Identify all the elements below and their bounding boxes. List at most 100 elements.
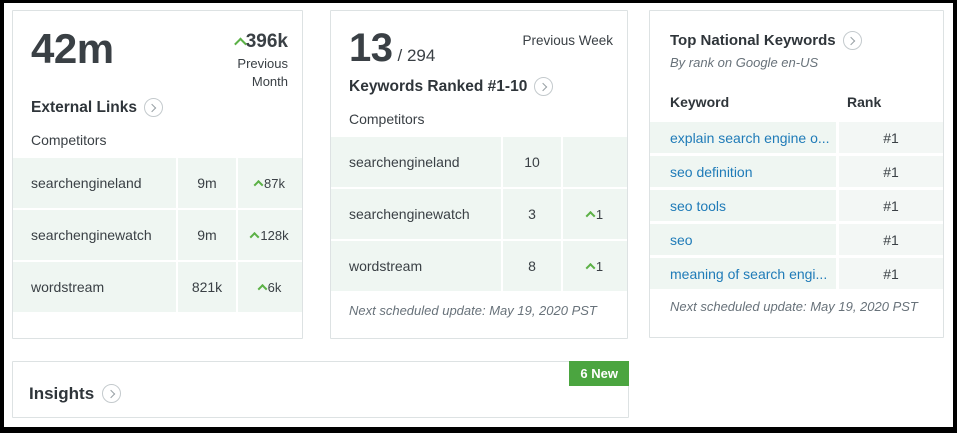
- external-links-delta: 396k Previous Month: [222, 31, 288, 90]
- keywords-ranked-title-row: Keywords Ranked #1-10: [331, 77, 627, 96]
- external-links-title-row: External Links: [13, 98, 302, 118]
- top-keywords-header: Top National Keywords By rank on Google …: [650, 11, 943, 70]
- external-links-value: 42m: [31, 25, 114, 72]
- keyword-cell: seo: [650, 224, 836, 255]
- table-row: searchengineland 9m 87k: [13, 158, 302, 209]
- rank-cell: #1: [839, 122, 943, 153]
- keywords-ranked-card: 13 / 294 Previous Week Keywords Ranked #…: [330, 10, 628, 339]
- keyword-cell: seo definition: [650, 156, 836, 187]
- competitor-name: searchengineland: [331, 137, 501, 187]
- rank-cell: #1: [839, 156, 943, 187]
- competitor-name: wordstream: [331, 241, 501, 291]
- competitor-change: [563, 137, 627, 187]
- chevron-right-circle-icon[interactable]: [534, 77, 554, 96]
- external-links-change-period: Previous Month: [237, 56, 288, 89]
- table-row: seo definition #1: [650, 156, 943, 187]
- competitor-change-value: 6k: [267, 279, 282, 295]
- keywords-ranked-total: / 294: [397, 46, 436, 65]
- external-links-card: 42m 396k Previous Month External Links C…: [12, 10, 303, 339]
- top-keywords-title-row: Top National Keywords: [670, 31, 923, 50]
- chevron-right-icon: [148, 103, 157, 112]
- table-row: meaning of search engi... #1: [650, 258, 943, 289]
- up-caret-icon: [249, 231, 260, 242]
- keyword-cell: explain search engine o...: [650, 122, 836, 153]
- competitors-label: Competitors: [349, 111, 425, 127]
- competitor-name: searchengineland: [13, 158, 176, 209]
- keywords-ranked-title: Keywords Ranked #1-10: [349, 77, 528, 95]
- insights-title-row: Insights: [29, 383, 122, 404]
- table-row: searchengineland 10: [331, 137, 627, 187]
- insights-card: Insights 6 New: [12, 361, 629, 418]
- keywords-ranked-value: 13: [349, 26, 393, 70]
- competitors-label: Competitors: [31, 132, 107, 149]
- competitor-name: searchenginewatch: [331, 189, 501, 239]
- table-row: searchenginewatch 9m 128k: [13, 210, 302, 261]
- competitor-value: 821k: [178, 262, 236, 313]
- keyword-link[interactable]: seo definition: [670, 163, 753, 180]
- up-caret-icon: [257, 283, 268, 294]
- chevron-right-circle-icon[interactable]: [102, 384, 122, 403]
- competitor-name: wordstream: [13, 262, 176, 313]
- keywords-ranked-header: 13 / 294 Previous Week: [331, 11, 627, 69]
- external-links-change: 396k: [222, 31, 288, 53]
- insights-title: Insights: [29, 383, 95, 403]
- competitor-change-value: 1: [595, 258, 604, 274]
- rank-cell: #1: [839, 258, 943, 289]
- up-caret-icon: [253, 179, 264, 190]
- table-row: explain search engine o... #1: [650, 122, 943, 153]
- chevron-right-icon: [846, 36, 856, 45]
- competitor-change-value: 128k: [260, 227, 289, 243]
- chevron-right-icon: [538, 82, 548, 91]
- competitor-value: 3: [503, 189, 561, 239]
- up-caret-icon: [585, 262, 596, 273]
- external-links-change-value: 396k: [245, 31, 288, 52]
- keywords-ranked-value-line: 13 / 294: [349, 27, 435, 69]
- top-keywords-subtitle: By rank on Google en-US: [670, 55, 819, 70]
- keywords-ranked-period: Previous Week: [522, 33, 613, 48]
- keyword-link[interactable]: explain search engine o...: [670, 129, 830, 146]
- new-insights-badge: 6 New: [569, 361, 629, 386]
- competitor-value: 10: [503, 137, 561, 187]
- competitor-value: 9m: [178, 158, 236, 209]
- column-header-keyword: Keyword: [670, 94, 730, 110]
- keywords-ranked-competitors-table: searchengineland 10 searchenginewatch 3 …: [331, 137, 627, 291]
- competitor-change: 1: [563, 189, 627, 239]
- up-caret-icon: [233, 37, 247, 51]
- table-row: seo tools #1: [650, 190, 943, 221]
- next-update-note: Next scheduled update: May 19, 2020 PST: [670, 299, 918, 314]
- table-row: searchenginewatch 3 1: [331, 189, 627, 239]
- competitor-name: searchenginewatch: [13, 210, 176, 261]
- table-row: wordstream 821k 6k: [13, 262, 302, 313]
- keyword-link[interactable]: meaning of search engi...: [670, 265, 828, 282]
- column-header-rank: Rank: [847, 94, 882, 110]
- top-keywords-title: Top National Keywords: [670, 32, 836, 49]
- top-national-keywords-card: Top National Keywords By rank on Google …: [649, 10, 944, 338]
- competitor-change: 6k: [238, 262, 302, 313]
- keyword-link[interactable]: seo tools: [670, 197, 727, 214]
- competitor-change-value: 1: [595, 206, 604, 222]
- competitor-value: 8: [503, 241, 561, 291]
- competitor-change: 87k: [238, 158, 302, 209]
- top-keywords-table: explain search engine o... #1 seo defini…: [650, 122, 943, 289]
- keyword-cell: seo tools: [650, 190, 836, 221]
- chevron-right-icon: [106, 389, 115, 398]
- rank-cell: #1: [839, 190, 943, 221]
- competitor-value: 9m: [178, 210, 236, 261]
- competitor-change: 1: [563, 241, 627, 291]
- up-caret-icon: [585, 210, 596, 221]
- competitor-change-value: 87k: [264, 175, 285, 191]
- keywords-table-header: Keyword Rank: [650, 90, 943, 114]
- external-links-competitors-table: searchengineland 9m 87k searchenginewatc…: [13, 158, 302, 313]
- keyword-link[interactable]: seo: [670, 231, 693, 248]
- external-links-title: External Links: [31, 98, 137, 116]
- next-update-note: Next scheduled update: May 19, 2020 PST: [349, 303, 597, 318]
- keyword-cell: meaning of search engi...: [650, 258, 836, 289]
- competitor-change: 128k: [238, 210, 302, 261]
- chevron-right-circle-icon[interactable]: [143, 98, 163, 118]
- rank-cell: #1: [839, 224, 943, 255]
- table-row: wordstream 8 1: [331, 241, 627, 291]
- table-row: seo #1: [650, 224, 943, 255]
- external-links-header: 42m 396k Previous Month: [13, 11, 302, 90]
- chevron-right-circle-icon[interactable]: [842, 31, 862, 50]
